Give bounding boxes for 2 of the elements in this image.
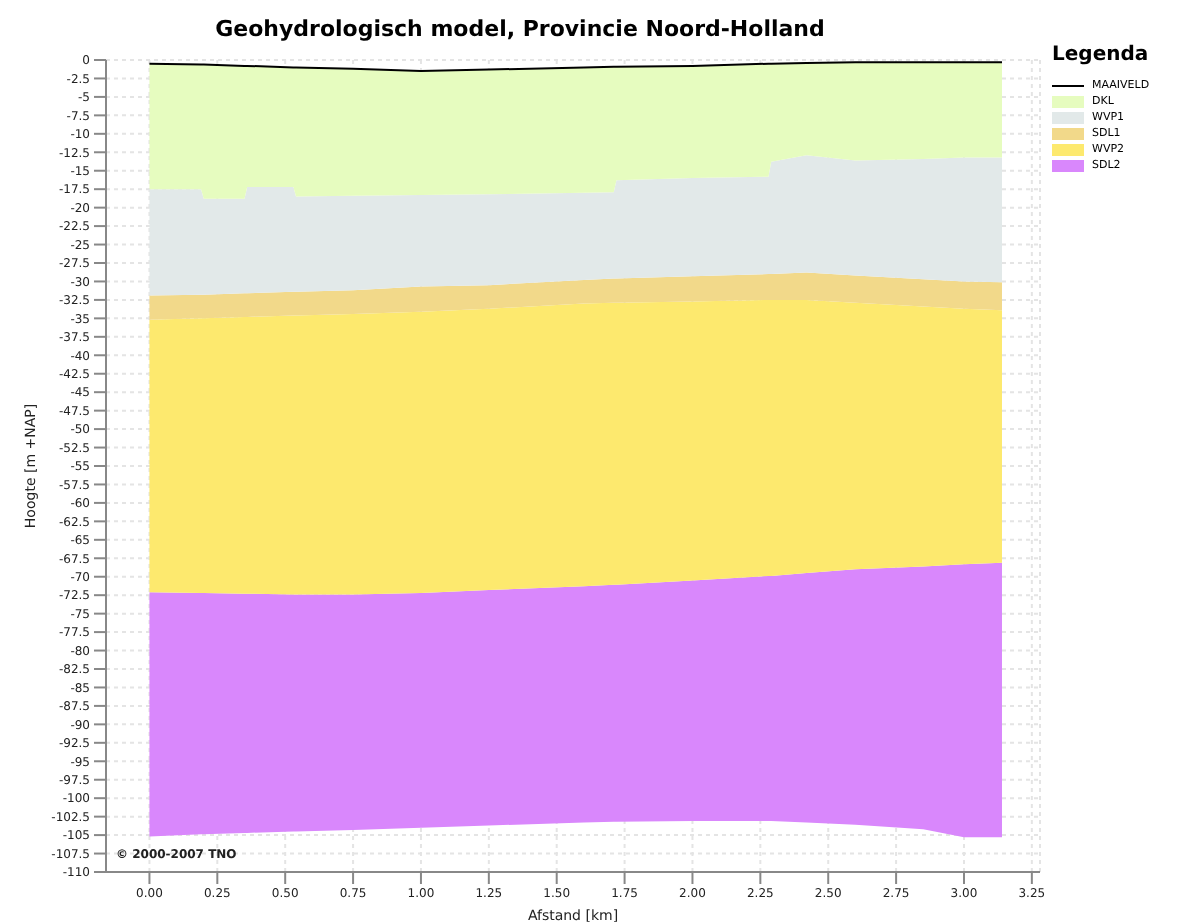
chart-title: Geohydrologisch model, Provincie Noord-Holland <box>213 16 827 42</box>
legend-title: Legenda <box>1052 44 1150 66</box>
